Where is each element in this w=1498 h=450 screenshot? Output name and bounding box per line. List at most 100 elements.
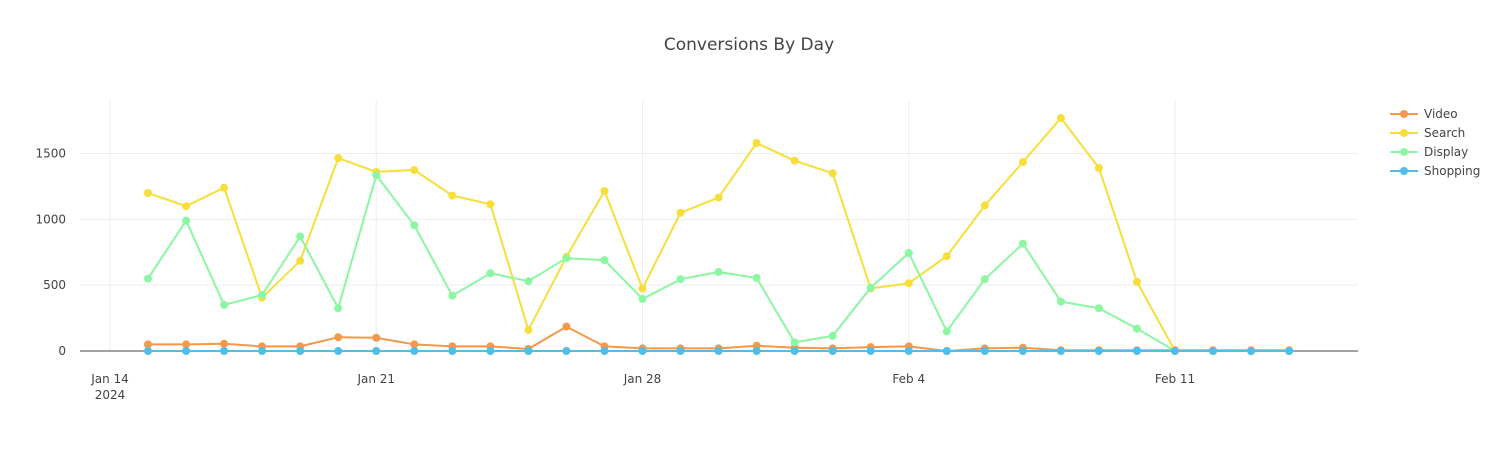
data-point[interactable] <box>752 347 761 355</box>
data-point[interactable] <box>410 347 419 355</box>
data-point[interactable] <box>410 166 419 174</box>
data-point[interactable] <box>790 156 799 165</box>
data-point[interactable] <box>1094 164 1103 172</box>
y-tick-label: 500 <box>43 278 66 292</box>
x-tick-label: Jan 28 <box>623 372 662 386</box>
data-point[interactable] <box>334 154 343 163</box>
data-point[interactable] <box>144 274 152 283</box>
data-point[interactable] <box>676 347 685 355</box>
data-point[interactable] <box>182 340 191 349</box>
data-point[interactable] <box>638 284 647 293</box>
data-point[interactable] <box>486 347 495 355</box>
data-point[interactable] <box>752 139 761 147</box>
data-point[interactable] <box>1056 114 1065 122</box>
data-point[interactable] <box>1133 324 1141 333</box>
grid-lines <box>80 100 1358 351</box>
data-point[interactable] <box>600 256 609 265</box>
data-point[interactable] <box>1018 158 1027 167</box>
data-point[interactable] <box>904 248 913 257</box>
data-point[interactable] <box>296 347 305 355</box>
y-tick-label: 0 <box>58 344 66 358</box>
chart-title: Conversions By Day <box>664 35 834 55</box>
data-point[interactable] <box>562 347 571 355</box>
data-point[interactable] <box>1247 347 1256 355</box>
data-point[interactable] <box>258 291 267 299</box>
data-point[interactable] <box>1056 297 1065 306</box>
data-point[interactable] <box>714 193 723 202</box>
data-point[interactable] <box>410 221 419 230</box>
data-point[interactable] <box>182 202 191 211</box>
data-point[interactable] <box>1018 239 1027 248</box>
data-point[interactable] <box>258 347 267 355</box>
legend-item-shopping[interactable]: Shopping <box>1390 164 1480 178</box>
data-point[interactable] <box>1133 277 1141 286</box>
data-point[interactable] <box>372 333 381 342</box>
data-point[interactable] <box>220 183 229 192</box>
data-point[interactable] <box>334 333 343 342</box>
legend-marker <box>1400 110 1408 118</box>
legend-item-display[interactable]: Display <box>1390 145 1468 159</box>
data-point[interactable] <box>372 171 381 180</box>
data-point[interactable] <box>486 200 495 209</box>
data-point[interactable] <box>1285 347 1294 355</box>
legend-item-video[interactable]: Video <box>1390 107 1458 121</box>
data-point[interactable] <box>1094 304 1103 313</box>
data-point[interactable] <box>486 269 495 278</box>
data-point[interactable] <box>980 275 989 284</box>
data-point[interactable] <box>524 277 533 286</box>
data-point[interactable] <box>220 300 229 309</box>
data-point[interactable] <box>448 291 457 300</box>
data-point[interactable] <box>220 347 229 355</box>
data-point[interactable] <box>296 232 305 241</box>
data-point[interactable] <box>980 347 989 355</box>
data-point[interactable] <box>562 322 571 331</box>
data-point[interactable] <box>904 347 913 355</box>
data-point[interactable] <box>1094 347 1103 355</box>
data-point[interactable] <box>790 338 799 347</box>
data-point[interactable] <box>942 252 951 261</box>
data-point[interactable] <box>828 169 837 178</box>
data-point[interactable] <box>828 347 837 355</box>
data-point[interactable] <box>1209 347 1217 355</box>
data-point[interactable] <box>334 347 343 355</box>
legend-marker <box>1400 129 1408 137</box>
data-point[interactable] <box>1056 347 1065 355</box>
data-point[interactable] <box>296 256 305 265</box>
data-point[interactable] <box>600 347 609 355</box>
data-point[interactable] <box>904 279 913 288</box>
data-point[interactable] <box>942 327 951 336</box>
data-point[interactable] <box>524 325 533 334</box>
legend[interactable]: Video Search Display Shopping <box>1390 107 1480 178</box>
data-point[interactable] <box>144 347 152 355</box>
data-point[interactable] <box>638 347 647 355</box>
data-point[interactable] <box>1133 347 1141 355</box>
data-point[interactable] <box>600 187 609 195</box>
data-point[interactable] <box>182 347 191 355</box>
data-point[interactable] <box>1018 347 1027 355</box>
data-point[interactable] <box>144 189 152 197</box>
data-point[interactable] <box>182 216 191 225</box>
data-point[interactable] <box>410 340 419 349</box>
data-point[interactable] <box>524 347 533 355</box>
legend-item-search[interactable]: Search <box>1390 126 1465 140</box>
data-point[interactable] <box>828 331 837 340</box>
data-point[interactable] <box>752 273 761 282</box>
data-point[interactable] <box>942 347 951 355</box>
data-point[interactable] <box>1171 347 1179 355</box>
data-point[interactable] <box>334 304 343 313</box>
data-point[interactable] <box>714 268 723 276</box>
data-point[interactable] <box>980 201 989 210</box>
data-point[interactable] <box>562 254 571 263</box>
data-point[interactable] <box>866 347 875 355</box>
data-point[interactable] <box>676 275 685 284</box>
data-point[interactable] <box>372 347 381 355</box>
data-point[interactable] <box>144 340 152 349</box>
data-point[interactable] <box>676 208 685 217</box>
data-point[interactable] <box>714 347 723 355</box>
data-point[interactable] <box>866 283 875 292</box>
data-point[interactable] <box>638 295 647 303</box>
data-point[interactable] <box>790 347 799 355</box>
data-point[interactable] <box>448 191 457 200</box>
data-point[interactable] <box>220 339 229 348</box>
data-point[interactable] <box>448 347 457 355</box>
